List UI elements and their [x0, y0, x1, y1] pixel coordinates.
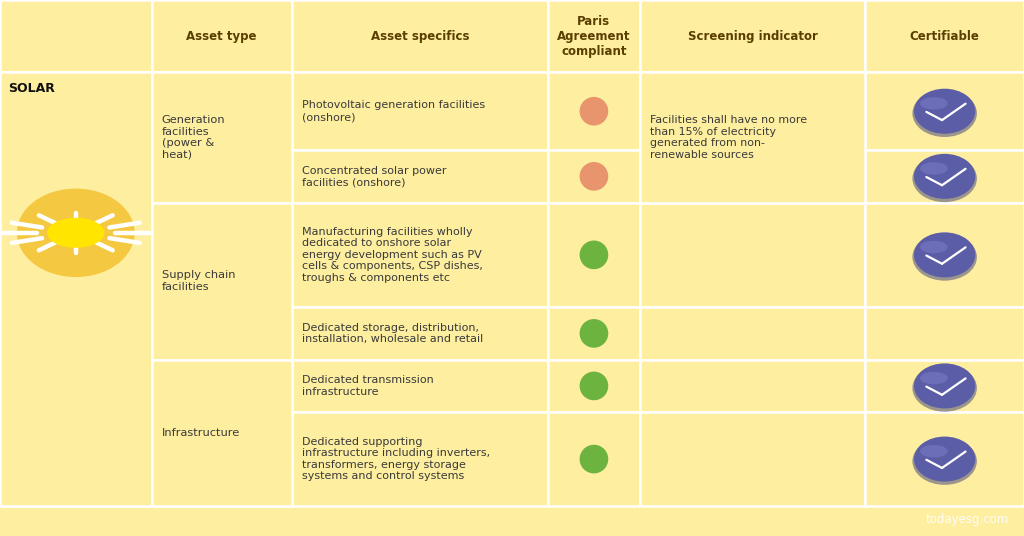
Text: Concentrated solar power
facilities (onshore): Concentrated solar power facilities (ons…	[302, 166, 446, 187]
Bar	[292, 203, 548, 307]
Bar	[865, 307, 1024, 360]
Text: Supply chain
facilities: Supply chain facilities	[162, 270, 236, 292]
Ellipse shape	[912, 364, 977, 412]
Ellipse shape	[921, 162, 948, 175]
Bar	[152, 150, 292, 203]
Ellipse shape	[16, 189, 135, 277]
Ellipse shape	[912, 437, 977, 485]
Bar	[865, 360, 1024, 412]
Text: Dedicated supporting
infrastructure including inverters,
transformers, energy st: Dedicated supporting infrastructure incl…	[302, 437, 490, 481]
Bar	[548, 360, 640, 412]
Text: Asset type: Asset type	[186, 29, 257, 43]
Text: SOLAR: SOLAR	[8, 82, 55, 95]
Text: Dedicated transmission
infrastructure: Dedicated transmission infrastructure	[302, 375, 434, 397]
Ellipse shape	[580, 319, 608, 348]
Bar	[0, 72, 152, 506]
Ellipse shape	[921, 372, 948, 384]
Ellipse shape	[580, 371, 608, 400]
Bar	[0, 150, 152, 203]
Bar	[865, 203, 1024, 307]
Text: Facilities shall have no more
than 15% of electricity
generated from non-
renewa: Facilities shall have no more than 15% o…	[650, 115, 807, 160]
Ellipse shape	[580, 162, 608, 191]
Bar	[865, 150, 1024, 203]
Bar	[152, 0, 292, 72]
Bar	[640, 360, 865, 412]
Text: Asset specifics: Asset specifics	[371, 29, 469, 43]
Ellipse shape	[921, 97, 948, 109]
Bar	[548, 307, 640, 360]
Bar	[152, 203, 292, 307]
Bar	[0, 72, 152, 150]
Bar	[152, 412, 292, 506]
Text: Screening indicator: Screening indicator	[688, 29, 817, 43]
Ellipse shape	[913, 363, 975, 408]
Circle shape	[47, 218, 104, 248]
Ellipse shape	[580, 97, 608, 125]
Bar	[640, 0, 865, 72]
Bar	[292, 150, 548, 203]
Bar	[548, 150, 640, 203]
Bar	[640, 72, 865, 203]
Bar	[548, 72, 640, 150]
Ellipse shape	[913, 89, 975, 134]
Bar	[640, 307, 865, 360]
Text: Photovoltaic generation facilities
(onshore): Photovoltaic generation facilities (onsh…	[302, 100, 485, 122]
Ellipse shape	[580, 241, 608, 269]
Bar	[548, 0, 640, 72]
Bar	[0, 307, 152, 360]
Text: todayesg.com: todayesg.com	[926, 513, 1009, 526]
Bar	[640, 150, 865, 203]
Bar	[0, 0, 152, 72]
Bar	[152, 203, 292, 360]
Bar	[152, 360, 292, 412]
Text: Infrastructure: Infrastructure	[162, 428, 240, 438]
Ellipse shape	[912, 155, 977, 202]
Text: Generation
facilities
(power &
heat): Generation facilities (power & heat)	[162, 115, 225, 160]
Bar	[548, 412, 640, 506]
Bar	[292, 72, 548, 150]
Bar	[152, 360, 292, 506]
Bar	[865, 0, 1024, 72]
Ellipse shape	[921, 445, 948, 457]
Text: Paris
Agreement
compliant: Paris Agreement compliant	[557, 14, 631, 58]
Text: Dedicated storage, distribution,
installation, wholesale and retail: Dedicated storage, distribution, install…	[302, 323, 483, 344]
Bar	[292, 307, 548, 360]
Ellipse shape	[913, 436, 975, 482]
Bar	[640, 203, 865, 307]
Bar	[152, 307, 292, 360]
Bar	[640, 72, 865, 150]
Ellipse shape	[912, 233, 977, 281]
Text: Certifiable: Certifiable	[909, 29, 980, 43]
Ellipse shape	[912, 90, 977, 137]
Bar	[0, 203, 152, 307]
Bar	[548, 203, 640, 307]
Bar	[292, 412, 548, 506]
Bar	[865, 72, 1024, 150]
Bar	[152, 72, 292, 150]
Ellipse shape	[913, 154, 975, 199]
Text: Manufacturing facilities wholly
dedicated to onshore solar
energy development su: Manufacturing facilities wholly dedicate…	[302, 227, 483, 283]
Bar	[292, 0, 548, 72]
Bar	[0, 360, 152, 412]
Bar	[865, 412, 1024, 506]
Bar	[152, 72, 292, 203]
Bar	[640, 412, 865, 506]
Bar	[0, 412, 152, 506]
Ellipse shape	[921, 241, 948, 253]
Ellipse shape	[580, 445, 608, 473]
Bar	[292, 360, 548, 412]
Ellipse shape	[913, 233, 975, 278]
